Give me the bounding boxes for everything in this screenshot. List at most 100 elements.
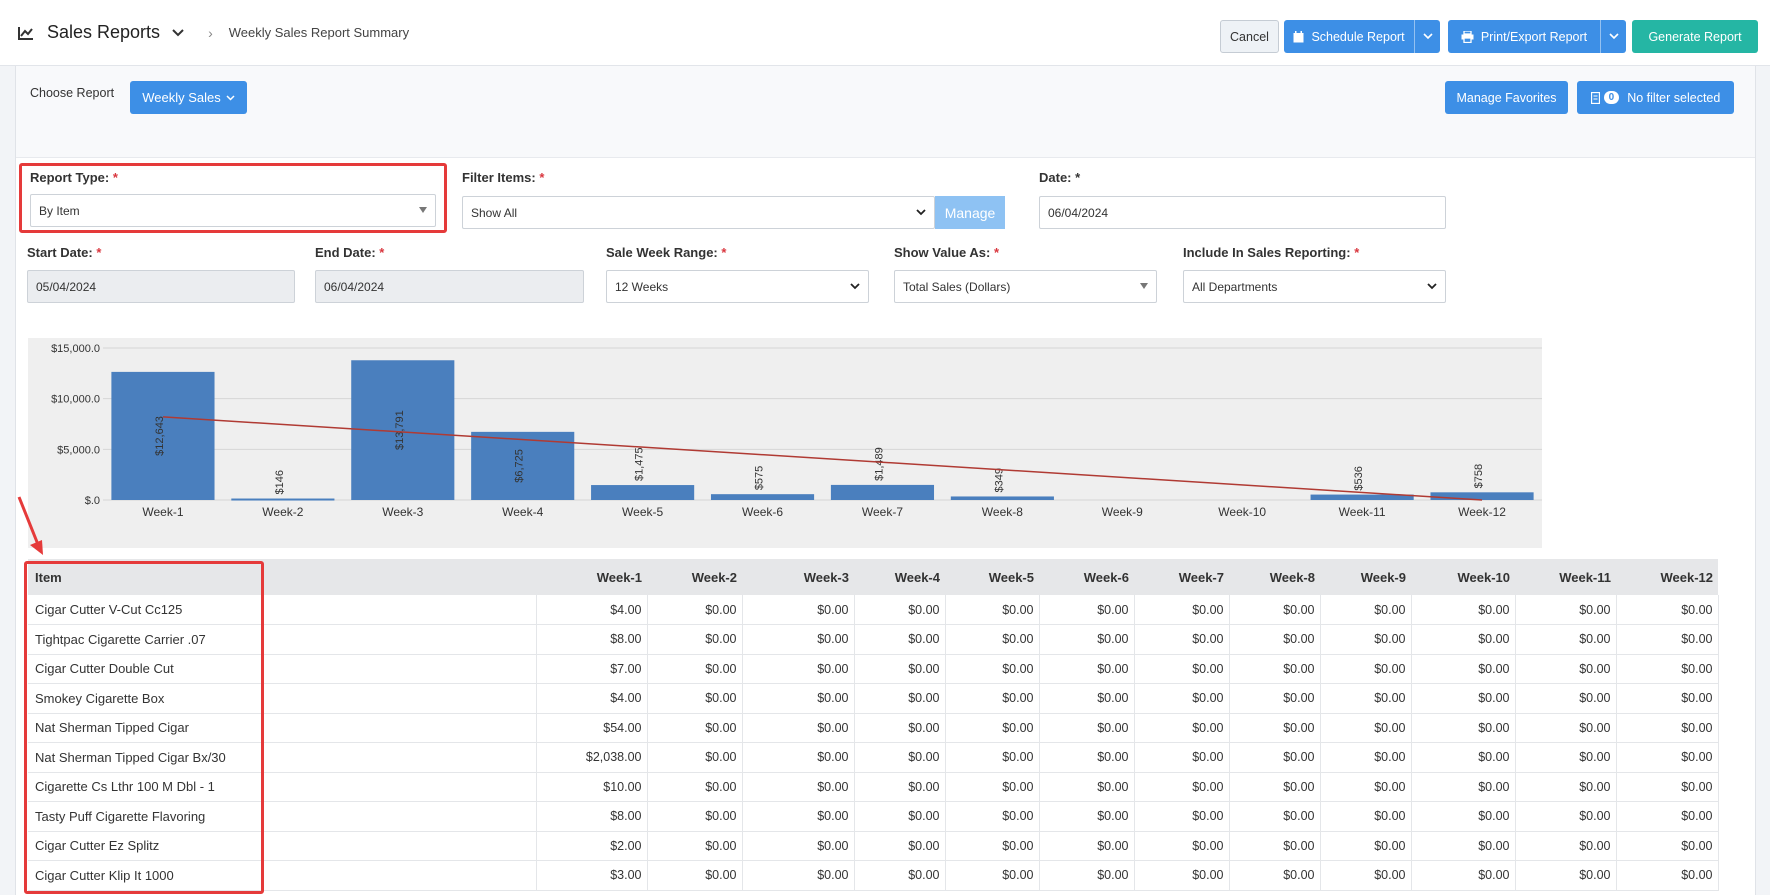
column-header-week-8[interactable]: Week-8 bbox=[1229, 559, 1320, 595]
generate-report-button[interactable]: Generate Report bbox=[1632, 20, 1758, 53]
table-row: Tasty Puff Cigarette Flavoring $8.00 $0.00… bbox=[28, 801, 1719, 832]
table-row: Cigarette Cs Lthr 100 M Dbl - 1 $10.00 $0.… bbox=[28, 772, 1719, 802]
printer-icon bbox=[1461, 30, 1474, 43]
week-value-cell: $0.00 bbox=[742, 654, 855, 684]
week-value-cell: $0.00 bbox=[1411, 860, 1516, 891]
column-header-week-7[interactable]: Week-7 bbox=[1134, 559, 1229, 595]
caret-down-icon bbox=[419, 207, 427, 213]
report-type-select[interactable]: By Item bbox=[30, 194, 436, 227]
week-value-cell: $0.00 bbox=[1515, 831, 1617, 861]
chevron-down-icon[interactable] bbox=[172, 28, 184, 38]
column-header-item[interactable]: Item bbox=[28, 559, 536, 595]
table-row: Smokey Cigarette Box $4.00 $0.00 $0.00 $0.00… bbox=[28, 683, 1719, 714]
choose-report-dropdown[interactable]: Weekly Sales bbox=[130, 81, 247, 114]
week-value-cell: $0.00 bbox=[854, 683, 946, 714]
week-value-cell: $0.00 bbox=[854, 860, 946, 891]
filter-items-select[interactable]: Show All bbox=[462, 196, 935, 229]
column-header-week-2[interactable]: Week-2 bbox=[647, 559, 742, 595]
table-row: Tightpac Cigarette Carrier .07 $8.00 $0.00… bbox=[28, 624, 1719, 655]
manage-favorites-button[interactable]: Manage Favorites bbox=[1445, 81, 1568, 114]
filter-items-value: Show All bbox=[471, 205, 518, 220]
sales-table: Item Week-1 Week-2 Week-3 Week-4 Week-5 Week-6… bbox=[28, 559, 1719, 891]
column-header-week-4[interactable]: Week-4 bbox=[854, 559, 945, 595]
table-row: Cigar Cutter Double Cut $7.00 $0.00 $0.00 $0… bbox=[28, 654, 1719, 684]
start-date-field[interactable]: 05/04/2024 bbox=[27, 270, 295, 303]
filter-button[interactable]: 0 No filter selected bbox=[1577, 81, 1734, 114]
week-value-cell: $0.00 bbox=[945, 831, 1040, 861]
report-title-group[interactable]: Sales Reports › Weekly Sales Report Summ… bbox=[18, 22, 409, 43]
week-value-cell: $0.00 bbox=[1134, 772, 1230, 802]
sale-week-range-select[interactable]: 12 Weeks bbox=[606, 270, 869, 303]
week-value-cell: $0.00 bbox=[1229, 801, 1321, 832]
week-value-cell: $0.00 bbox=[647, 772, 743, 802]
show-value-as-select[interactable]: Total Sales (Dollars) bbox=[894, 270, 1157, 303]
print-export-dropdown-toggle[interactable] bbox=[1600, 20, 1626, 53]
chart-bar bbox=[950, 496, 1054, 500]
print-export-label: Print/Export Report bbox=[1480, 29, 1588, 44]
week-value-cell: $0.00 bbox=[1616, 713, 1719, 743]
week-value-cell: $0.00 bbox=[1039, 801, 1135, 832]
week-value-cell: $0.00 bbox=[1134, 595, 1230, 625]
column-header-week-9[interactable]: Week-9 bbox=[1320, 559, 1411, 595]
header-bar: Sales Reports › Weekly Sales Report Summ… bbox=[0, 0, 1770, 66]
item-name-cell: Nat Sherman Tipped Cigar Bx/30 bbox=[28, 742, 537, 773]
schedule-report-button[interactable]: Schedule Report bbox=[1284, 20, 1440, 53]
week-value-cell: $0.00 bbox=[647, 624, 743, 655]
bar-value-label: $6,725 bbox=[514, 449, 526, 483]
manage-filter-button[interactable]: Manage bbox=[935, 196, 1005, 229]
week-value-cell: $8.00 bbox=[536, 801, 648, 832]
breadcrumb: Weekly Sales Report Summary bbox=[228, 25, 410, 40]
item-name-cell: Cigar Cutter Ez Splitz bbox=[28, 831, 537, 861]
week-value-cell: $0.00 bbox=[1515, 713, 1617, 743]
week-value-cell: $0.00 bbox=[1320, 742, 1412, 773]
week-value-cell: $0.00 bbox=[1515, 683, 1617, 714]
week-value-cell: $0.00 bbox=[647, 595, 743, 625]
bar-value-label: $349 bbox=[993, 468, 1005, 492]
chevron-down-icon bbox=[850, 283, 860, 290]
include-in-sales-select[interactable]: All Departments bbox=[1183, 270, 1446, 303]
bar-value-label: $758 bbox=[1473, 464, 1485, 488]
bar-value-label: $575 bbox=[754, 466, 766, 490]
end-date-label: End Date: * bbox=[315, 245, 385, 260]
column-header-week-3[interactable]: Week-3 bbox=[742, 559, 854, 595]
report-type-highlight-box bbox=[19, 163, 447, 233]
week-value-cell: $0.00 bbox=[945, 742, 1040, 773]
week-value-cell: $0.00 bbox=[945, 860, 1040, 891]
item-name-cell: Nat Sherman Tipped Cigar bbox=[28, 713, 537, 743]
weekly-sales-chart: $.0 $5,000.0 $10,000.0 $15,000.0 $12,643 Week… bbox=[28, 338, 1542, 548]
week-value-cell: $0.00 bbox=[1616, 654, 1719, 684]
schedule-dropdown-toggle[interactable] bbox=[1414, 20, 1440, 53]
end-date-field[interactable]: 06/04/2024 bbox=[315, 270, 584, 303]
column-header-week-5[interactable]: Week-5 bbox=[945, 559, 1039, 595]
week-value-cell: $0.00 bbox=[854, 772, 946, 802]
column-header-week-1[interactable]: Week-1 bbox=[536, 559, 647, 595]
week-value-cell: $0.00 bbox=[742, 713, 855, 743]
week-value-cell: $0.00 bbox=[1039, 624, 1135, 655]
bar-value-label: $1,475 bbox=[634, 447, 646, 481]
week-value-cell: $0.00 bbox=[1515, 772, 1617, 802]
week-value-cell: $0.00 bbox=[1411, 654, 1516, 684]
column-header-week-6[interactable]: Week-6 bbox=[1039, 559, 1134, 595]
sale-week-range-value: 12 Weeks bbox=[615, 279, 669, 294]
week-value-cell: $0.00 bbox=[1411, 772, 1516, 802]
x-tick-label: Week-5 bbox=[622, 505, 663, 519]
cancel-button[interactable]: Cancel bbox=[1220, 20, 1279, 53]
week-value-cell: $4.00 bbox=[536, 595, 648, 625]
week-value-cell: $0.00 bbox=[742, 772, 855, 802]
week-value-cell: $0.00 bbox=[945, 683, 1040, 714]
column-header-week-10[interactable]: Week-10 bbox=[1411, 559, 1515, 595]
column-header-week-11[interactable]: Week-11 bbox=[1515, 559, 1616, 595]
print-export-button[interactable]: Print/Export Report bbox=[1448, 20, 1626, 53]
week-value-cell: $0.00 bbox=[1515, 801, 1617, 832]
week-value-cell: $2.00 bbox=[536, 831, 648, 861]
week-value-cell: $0.00 bbox=[1320, 654, 1412, 684]
item-column-highlight-box bbox=[24, 561, 264, 894]
chevron-down-icon bbox=[1427, 283, 1437, 290]
column-header-week-12[interactable]: Week-12 bbox=[1616, 559, 1718, 595]
date-field[interactable]: 06/04/2024 bbox=[1039, 196, 1446, 229]
week-value-cell: $0.00 bbox=[1229, 624, 1321, 655]
item-name-cell: Smokey Cigarette Box bbox=[28, 683, 537, 714]
week-value-cell: $0.00 bbox=[854, 595, 946, 625]
week-value-cell: $0.00 bbox=[742, 624, 855, 655]
week-value-cell: $0.00 bbox=[945, 595, 1040, 625]
